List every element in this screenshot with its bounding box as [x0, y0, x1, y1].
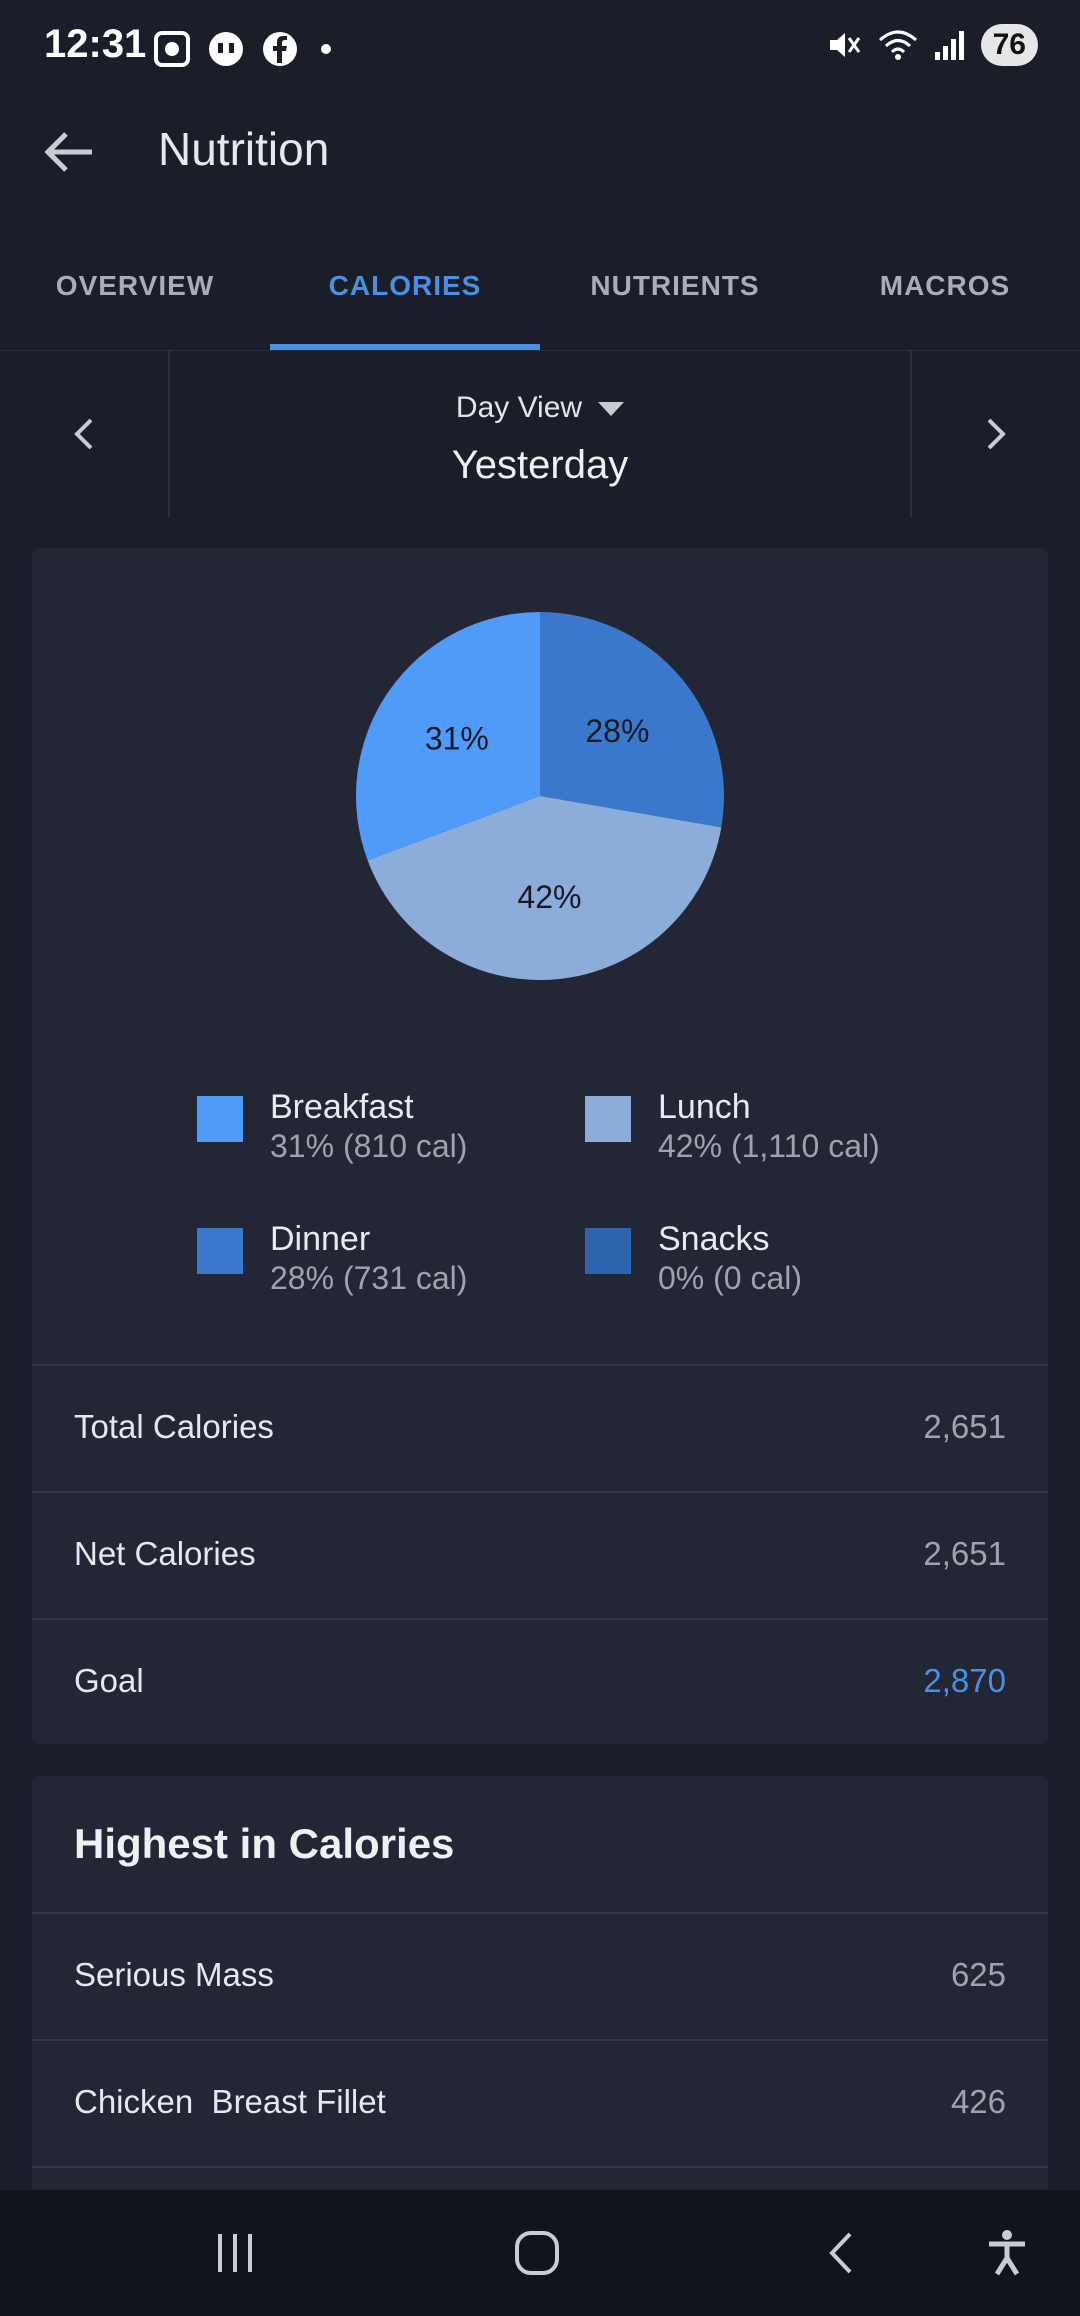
legend-value: 0% (0 cal)	[658, 1260, 803, 1296]
page-title: Nutrition	[158, 123, 330, 175]
app-notification-icon	[209, 32, 243, 66]
pie-chart-svg: 28% 42% 31%	[356, 612, 724, 980]
legend-name: Snacks	[658, 1220, 770, 1258]
pie-slice-breakfast[interactable]	[356, 612, 540, 861]
chevron-left-icon	[74, 418, 93, 450]
list-item[interactable]	[32, 2166, 1048, 2294]
caret-down-icon	[598, 402, 625, 417]
summary-row-total: Total Calories 2,651	[32, 1364, 1048, 1492]
back-nav-icon[interactable]	[820, 2228, 860, 2278]
tab-macros[interactable]: MACROS	[879, 270, 1011, 301]
next-day-button[interactable]	[910, 351, 1080, 517]
legend-name: Dinner	[270, 1220, 371, 1258]
goal-value: 2,870	[923, 1662, 1006, 1699]
section-heading: Highest in Calories	[74, 1820, 455, 1867]
day-navigator: Day View Yesterday	[0, 350, 1080, 517]
status-time: 12:31	[44, 22, 147, 66]
pie-legend: Breakfast 31% (810 cal) Lunch 42% (1,110…	[32, 1088, 1048, 1348]
status-bar: 12:31 76	[0, 0, 1080, 96]
pie-label-breakfast: 31%	[425, 720, 489, 756]
pie-slice-dinner[interactable]	[540, 612, 724, 828]
accessibility-icon[interactable]	[984, 2228, 1030, 2278]
screenshot-icon	[154, 31, 190, 67]
summary-row-goal[interactable]: Goal 2,870	[32, 1618, 1048, 1746]
pie-label-lunch: 42%	[517, 879, 581, 915]
battery-indicator: 76	[980, 24, 1038, 66]
legend-swatch-dinner	[197, 1228, 243, 1274]
system-icons: 76	[825, 24, 1038, 66]
calorie-pie-chart: 28% 42% 31%	[32, 608, 1048, 998]
wifi-icon	[878, 30, 917, 60]
dot-icon	[321, 44, 331, 54]
food-name: Serious Mass	[74, 1956, 274, 1993]
previous-day-button[interactable]	[0, 351, 170, 517]
calories-card: 28% 42% 31% Breakfast 31% (810 cal) Lunch …	[32, 548, 1048, 1744]
summary-value: 2,651	[923, 1408, 1006, 1445]
facebook-icon	[263, 32, 297, 66]
highest-calories-card: Highest in Calories Serious Mass 625 Chi…	[32, 1776, 1048, 2196]
food-calories: 625	[950, 1956, 1006, 1993]
tab-bar: OVERVIEW CALORIES NUTRIENTS MACROS	[0, 240, 1080, 350]
tab-nutrients[interactable]: NUTRIENTS	[590, 270, 760, 301]
food-calories: 426	[950, 2083, 1006, 2120]
back-button[interactable]	[40, 124, 100, 180]
legend-swatch-lunch	[585, 1096, 631, 1142]
app-bar: Nutrition	[0, 96, 1080, 206]
day-view-selector[interactable]: Day View	[0, 391, 1080, 425]
list-item[interactable]: Chicken Breast Fillet 426	[32, 2039, 1048, 2167]
food-name: Chicken Breast Fillet	[74, 2083, 386, 2120]
system-nav-bar	[0, 2190, 1080, 2316]
notification-icons	[152, 26, 338, 72]
list-item[interactable]: Serious Mass 625	[32, 1912, 1048, 2040]
legend-value: 28% (731 cal)	[270, 1260, 468, 1296]
legend-swatch-breakfast	[197, 1096, 243, 1142]
legend-swatch-snacks	[585, 1228, 631, 1274]
summary-row-net: Net Calories 2,651	[32, 1491, 1048, 1619]
tab-overview[interactable]: OVERVIEW	[55, 270, 215, 301]
mute-icon	[829, 33, 860, 57]
pie-label-dinner: 28%	[585, 713, 649, 749]
signal-icon	[934, 31, 964, 60]
home-icon[interactable]	[512, 2228, 562, 2278]
summary-value: 2,651	[923, 1535, 1006, 1572]
recent-apps-icon[interactable]	[212, 2228, 258, 2278]
tab-calories[interactable]: CALORIES	[270, 240, 540, 350]
legend-name: Lunch	[658, 1088, 751, 1126]
selected-day: Yesterday	[451, 443, 629, 487]
pie-slice-lunch[interactable]	[367, 796, 722, 980]
day-view-label: Day View	[455, 391, 583, 424]
summary-label: Total Calories	[74, 1408, 274, 1445]
legend-value: 31% (810 cal)	[270, 1128, 468, 1164]
legend-name: Breakfast	[270, 1088, 414, 1126]
summary-label: Goal	[74, 1662, 144, 1699]
legend-value: 42% (1,110 cal)	[658, 1128, 880, 1164]
chevron-right-icon	[987, 418, 1006, 450]
summary-label: Net Calories	[74, 1535, 256, 1572]
arrow-left-icon	[44, 132, 92, 172]
